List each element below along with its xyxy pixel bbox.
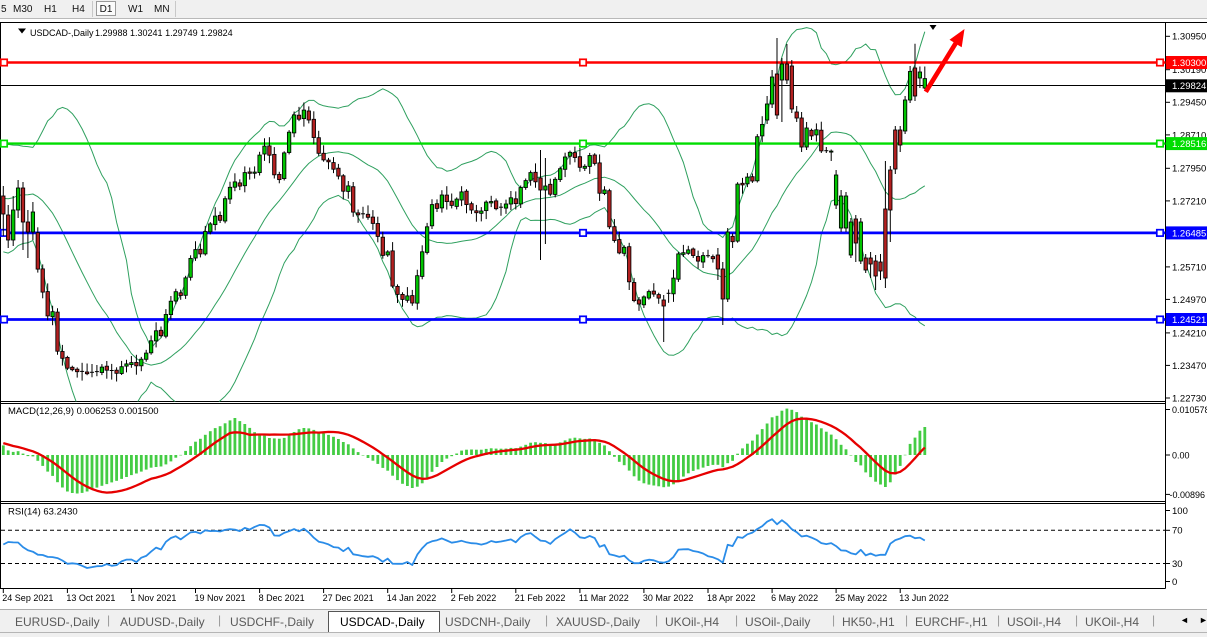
svg-text:1.29988 1.30241 1.29749 1.2982: 1.29988 1.30241 1.29749 1.29824: [95, 28, 233, 38]
svg-text:USDCAD-,Daily: USDCAD-,Daily: [30, 28, 94, 38]
svg-text:1.24970: 1.24970: [1172, 295, 1206, 306]
svg-text:0.00: 0.00: [1172, 450, 1190, 460]
svg-text:1 Nov 2021: 1 Nov 2021: [130, 593, 176, 603]
svg-text:1.25710: 1.25710: [1172, 262, 1206, 273]
svg-text:-0.00896: -0.00896: [1170, 490, 1206, 500]
svg-text:1.30950: 1.30950: [1172, 32, 1206, 43]
svg-text:1.24521: 1.24521: [1172, 315, 1206, 326]
svg-text:1.30300: 1.30300: [1172, 58, 1206, 69]
svg-text:19 Nov 2021: 19 Nov 2021: [195, 593, 246, 603]
svg-text:24 Sep 2021: 24 Sep 2021: [2, 593, 53, 603]
svg-text:1.29824: 1.29824: [1172, 81, 1206, 92]
svg-text:21 Feb 2022: 21 Feb 2022: [515, 593, 566, 603]
svg-text:MACD(12,26,9) 0.006253 0.00150: MACD(12,26,9) 0.006253 0.001500: [8, 406, 159, 417]
svg-text:30: 30: [1172, 559, 1183, 570]
svg-text:6 May 2022: 6 May 2022: [771, 593, 818, 603]
svg-text:RSI(14) 63.2430: RSI(14) 63.2430: [8, 507, 78, 518]
svg-text:1.24210: 1.24210: [1172, 328, 1206, 339]
svg-text:0: 0: [1172, 577, 1177, 588]
svg-text:18 Apr 2022: 18 Apr 2022: [707, 593, 756, 603]
svg-text:27 Dec 2021: 27 Dec 2021: [323, 593, 374, 603]
svg-text:25 May 2022: 25 May 2022: [835, 593, 887, 603]
svg-text:1.29450: 1.29450: [1172, 98, 1206, 109]
svg-text:13 Jun 2022: 13 Jun 2022: [899, 593, 949, 603]
svg-text:1.23470: 1.23470: [1172, 361, 1206, 372]
svg-text:8 Dec 2021: 8 Dec 2021: [259, 593, 305, 603]
svg-text:1.26485: 1.26485: [1172, 228, 1206, 239]
svg-text:70: 70: [1172, 526, 1183, 537]
svg-text:2 Feb 2022: 2 Feb 2022: [451, 593, 497, 603]
svg-text:13 Oct 2021: 13 Oct 2021: [66, 593, 115, 603]
svg-text:1.28516: 1.28516: [1172, 139, 1206, 150]
svg-text:30 Mar 2022: 30 Mar 2022: [643, 593, 694, 603]
svg-text:11 Mar 2022: 11 Mar 2022: [579, 593, 629, 603]
svg-text:1.27950: 1.27950: [1172, 164, 1206, 175]
svg-text:100: 100: [1172, 506, 1188, 517]
svg-text:1.30190: 1.30190: [1172, 65, 1206, 76]
svg-text:0.010578: 0.010578: [1172, 405, 1207, 415]
svg-text:1.22730: 1.22730: [1172, 393, 1206, 404]
svg-text:1.27210: 1.27210: [1172, 196, 1206, 207]
svg-text:14 Jan 2022: 14 Jan 2022: [387, 593, 437, 603]
svg-text:1.28710: 1.28710: [1172, 130, 1206, 141]
